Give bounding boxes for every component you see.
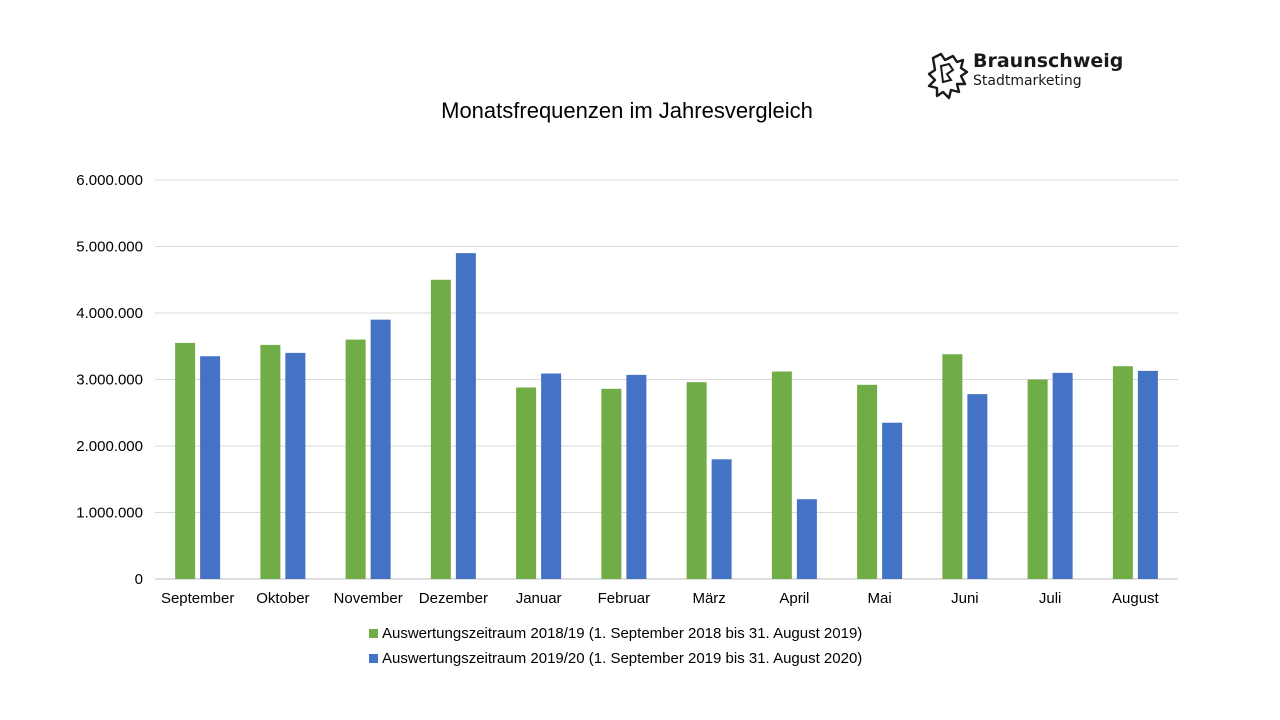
bar-series-2018-19 bbox=[942, 354, 963, 579]
y-axis: 0 1.000.000 2.000.000 3.000.000 4.000.000 5.0… bbox=[76, 172, 143, 588]
bar-series-2019-20 bbox=[1137, 370, 1158, 579]
legend-label: Auswertungszeitraum 2019/20 (1. Septembe… bbox=[382, 650, 862, 667]
bar-series-2018-19 bbox=[1027, 379, 1048, 579]
y-tick-label: 3.000.000 bbox=[76, 372, 143, 389]
bar-series-2019-20 bbox=[967, 394, 988, 579]
bar-series-2019-20 bbox=[626, 374, 647, 579]
legend-swatch bbox=[369, 629, 378, 638]
bar-series-2018-19 bbox=[175, 342, 196, 579]
bar-series-2019-20 bbox=[1052, 372, 1073, 579]
logo-subtitle: Stadtmarketing bbox=[973, 73, 1082, 89]
y-tick-label: 1.000.000 bbox=[76, 505, 143, 522]
legend: Auswertungszeitraum 2018/19 (1. Septembe… bbox=[369, 625, 862, 667]
x-tick-label: November bbox=[334, 590, 403, 607]
y-tick-label: 5.000.000 bbox=[76, 239, 143, 256]
x-tick-label: Februar bbox=[598, 590, 651, 607]
bar-series-2019-20 bbox=[200, 356, 221, 579]
y-tick-label: 4.000.000 bbox=[76, 305, 143, 322]
gridlines bbox=[155, 179, 1178, 580]
bar-series-2019-20 bbox=[711, 459, 732, 579]
bars bbox=[175, 253, 1158, 579]
x-axis: September Oktober November Dezember Januar Fe… bbox=[161, 590, 1160, 607]
bar-series-2018-19 bbox=[1112, 366, 1133, 579]
bar-series-2018-19 bbox=[516, 387, 537, 579]
logo: Braunschweig Stadtmarketing bbox=[927, 50, 1123, 100]
chart-title: Monatsfrequenzen im Jahresvergleich bbox=[441, 98, 813, 123]
legend-label: Auswertungszeitraum 2018/19 (1. Septembe… bbox=[382, 625, 862, 642]
y-tick-label: 2.000.000 bbox=[76, 438, 143, 455]
bar-series-2019-20 bbox=[796, 499, 817, 579]
x-tick-label: Juli bbox=[1039, 590, 1062, 607]
x-tick-label: August bbox=[1112, 590, 1160, 607]
x-tick-label: März bbox=[692, 590, 725, 607]
legend-swatch bbox=[369, 654, 378, 663]
bar-series-2019-20 bbox=[882, 422, 903, 579]
bar-series-2019-20 bbox=[541, 373, 562, 579]
logo-title: Braunschweig bbox=[973, 50, 1123, 72]
bar-series-2018-19 bbox=[260, 344, 281, 579]
bar-series-2018-19 bbox=[430, 279, 451, 579]
x-tick-label: Juni bbox=[951, 590, 979, 607]
x-tick-label: Dezember bbox=[419, 590, 488, 607]
bar-series-2018-19 bbox=[601, 388, 622, 579]
bar-series-2018-19 bbox=[345, 339, 366, 579]
bar-series-2018-19 bbox=[857, 384, 878, 579]
x-tick-label: Oktober bbox=[256, 590, 309, 607]
bar-series-2019-20 bbox=[455, 253, 476, 579]
x-tick-label: September bbox=[161, 590, 234, 607]
lion-icon bbox=[927, 52, 969, 100]
y-tick-label: 0 bbox=[135, 571, 143, 588]
bar-series-2018-19 bbox=[771, 371, 792, 579]
bar-series-2018-19 bbox=[686, 382, 707, 579]
y-tick-label: 6.000.000 bbox=[76, 172, 143, 189]
x-tick-label: Mai bbox=[868, 590, 892, 607]
x-tick-label: April bbox=[779, 590, 809, 607]
bar-series-2019-20 bbox=[285, 352, 306, 579]
x-tick-label: Januar bbox=[516, 590, 562, 607]
bar-series-2019-20 bbox=[370, 319, 391, 579]
